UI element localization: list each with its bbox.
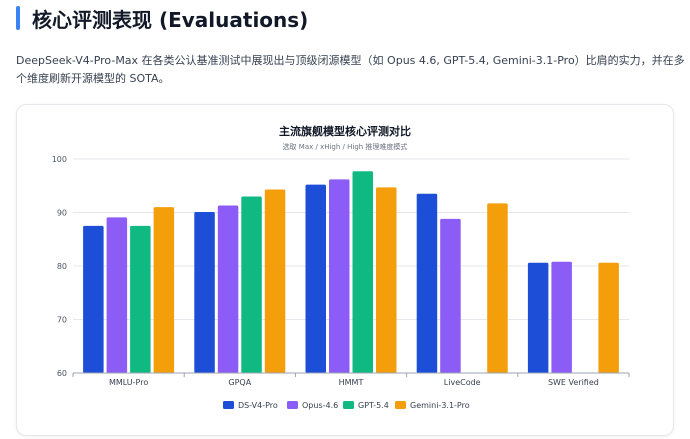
chart-title: 主流旗舰模型核心评测对比 <box>279 124 411 138</box>
heading-accent-bar <box>16 6 20 30</box>
section-title: 核心评测表现 (Evaluations) <box>32 7 309 32</box>
chart-card: 主流旗舰模型核心评测对比 选取 Max / xHigh / High 推理难度模… <box>16 104 674 436</box>
bar[interactable] <box>329 179 350 373</box>
x-tick-label: SWE Verified <box>548 378 599 387</box>
legend-label[interactable]: GPT-5.4 <box>358 401 389 410</box>
legend-swatch[interactable] <box>343 401 354 409</box>
bar[interactable] <box>130 225 151 373</box>
chart-bars <box>83 171 619 373</box>
y-tick-label: 70 <box>57 316 67 325</box>
x-tick-label: LiveCode <box>444 378 481 387</box>
bar[interactable] <box>106 217 128 373</box>
y-tick-label: 100 <box>52 155 67 164</box>
section-heading: 核心评测表现 (Evaluations) <box>16 4 308 32</box>
bar[interactable] <box>416 193 438 373</box>
section-description: DeepSeek-V4-Pro-Max 在各类公认基准测试中展现出与顶级闭源模型… <box>16 54 685 85</box>
bar[interactable] <box>352 171 374 373</box>
legend-label[interactable]: Opus-4.6 <box>302 401 338 410</box>
legend-label[interactable]: Gemini-3.1-Pro <box>410 401 470 410</box>
legend-swatch[interactable] <box>395 401 406 409</box>
x-tick-label: MMLU-Pro <box>109 378 148 387</box>
bar[interactable] <box>598 262 619 373</box>
bar[interactable] <box>305 184 327 373</box>
y-tick-label: 90 <box>57 209 67 218</box>
x-tick-label: GPQA <box>228 378 251 387</box>
x-tick-label: HMMT <box>339 378 364 387</box>
chart-subtitle: 选取 Max / xHigh / High 推理难度模式 <box>283 142 408 151</box>
legend-label[interactable]: DS-V4-Pro <box>238 401 278 410</box>
legend-swatch[interactable] <box>223 401 234 409</box>
chart-legend: DS-V4-Pro Opus-4.6 GPT-5.4 Gemini-3.1-Pro <box>223 401 470 410</box>
y-tick-label: 80 <box>57 262 67 271</box>
bar[interactable] <box>440 218 461 373</box>
legend-swatch[interactable] <box>287 401 298 409</box>
chart-x-axis: MMLU-Pro GPQA HMMT LiveCode SWE Verified <box>72 372 630 387</box>
bar[interactable] <box>153 207 175 373</box>
bar[interactable] <box>487 203 508 373</box>
benchmark-chart: 主流旗舰模型核心评测对比 选取 Max / xHigh / High 推理难度模… <box>52 124 630 410</box>
bar[interactable] <box>376 187 397 373</box>
bar[interactable] <box>527 262 549 373</box>
bar[interactable] <box>83 225 104 373</box>
bar[interactable] <box>264 189 286 373</box>
bar[interactable] <box>217 205 239 373</box>
y-tick-label: 60 <box>57 369 67 378</box>
bar[interactable] <box>551 261 572 373</box>
bar[interactable] <box>241 196 262 373</box>
bar[interactable] <box>194 211 215 373</box>
